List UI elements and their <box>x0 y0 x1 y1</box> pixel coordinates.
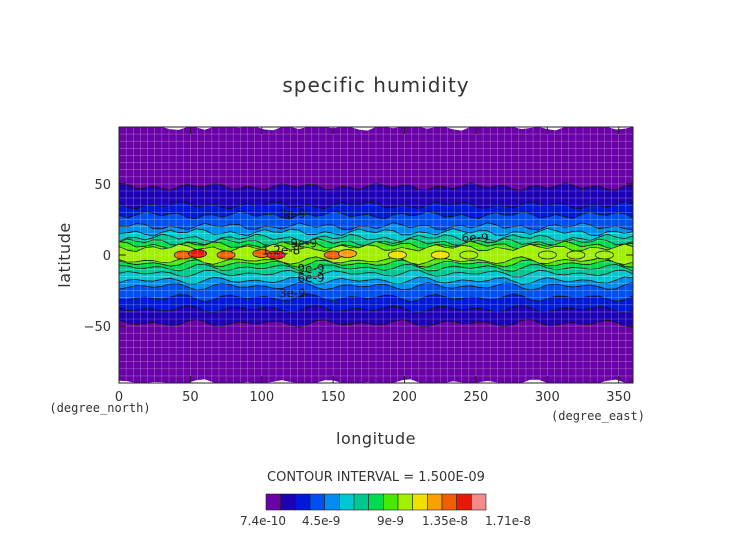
colorbar-label: 1.35e-8 <box>422 514 468 528</box>
contour-label: 6e-9 <box>297 271 324 285</box>
contour-hotspot <box>430 250 450 260</box>
colorbar-swatch <box>368 493 384 511</box>
colorbar-swatch <box>456 493 472 511</box>
y-tick-label: −50 <box>84 320 111 335</box>
colorbar-swatch <box>265 493 281 511</box>
y-axis-label: latitude <box>55 222 74 287</box>
colorbar-swatch <box>412 493 428 511</box>
x-tick-label: 300 <box>535 390 560 405</box>
contour-interval: CONTOUR INTERVAL = 1.500E-09 <box>267 470 485 485</box>
colorbar-swatch <box>427 493 443 511</box>
x-tick-label: 250 <box>464 390 489 405</box>
contour-label: 9e-9 <box>297 262 324 276</box>
colorbar-swatch <box>441 493 457 511</box>
contour-label: 9e-9 <box>290 237 317 251</box>
axis-ticks: 0 50 100 150 200 250 300 350 −50 0 50 <box>84 127 633 405</box>
contour-hotspot <box>216 250 236 260</box>
y-unit-label: (degree_north) <box>49 401 150 415</box>
contour-hotspot <box>566 250 586 260</box>
colorbar-swatch <box>339 493 355 511</box>
colorbar-swatch <box>383 493 399 511</box>
chart-title: specific humidity <box>282 73 469 97</box>
x-tick-label: 150 <box>321 390 346 405</box>
x-tick-label: 100 <box>249 390 274 405</box>
contour-label: 6e-9 <box>462 231 489 245</box>
colorbar-swatch <box>280 493 296 511</box>
contour-label: 1.2e-8 <box>262 244 300 258</box>
colorbar-swatch <box>309 493 325 511</box>
contour-hotspot <box>537 250 557 260</box>
colorbar-label: 4.5e-9 <box>302 514 340 528</box>
x-tick-label: 50 <box>182 390 199 405</box>
colorbar-swatch <box>353 493 369 511</box>
contour-hotspot <box>595 250 614 260</box>
contour-hotspot <box>266 250 286 260</box>
x-unit-label: (degree_east) <box>551 409 645 423</box>
colorbar: 7.4e-10 4.5e-9 9e-9 1.35e-8 1.71e-8 <box>240 493 531 528</box>
y-tick-label: 0 <box>103 249 111 264</box>
colorbar-label: 7.4e-10 <box>240 514 286 528</box>
contour-hotspot <box>459 250 479 260</box>
contour-band <box>119 243 633 266</box>
colorbar-label: 9e-9 <box>377 514 404 528</box>
colorbar-swatch <box>471 493 487 511</box>
contour-hotspot <box>338 249 357 258</box>
contour-label: 3e-9 <box>279 207 306 221</box>
x-tick-label: 0 <box>115 390 123 405</box>
colorbar-swatch <box>397 493 413 511</box>
contour-label: 3e-9 <box>279 286 306 300</box>
x-tick-label: 350 <box>606 390 631 405</box>
grid <box>119 127 633 383</box>
contour-hotspot <box>188 249 207 258</box>
contour-hotspot <box>388 250 407 260</box>
colorbar-label: 1.71e-8 <box>485 514 531 528</box>
x-tick-label: 200 <box>392 390 417 405</box>
colorbar-swatch <box>324 493 340 511</box>
colorbar-swatch <box>295 493 311 511</box>
x-axis-label: longitude <box>336 429 416 448</box>
y-tick-label: 50 <box>94 178 111 193</box>
plot-area: 3e-99e-9 6e-91.2e-89e-96e-93e-9 <box>119 127 633 383</box>
